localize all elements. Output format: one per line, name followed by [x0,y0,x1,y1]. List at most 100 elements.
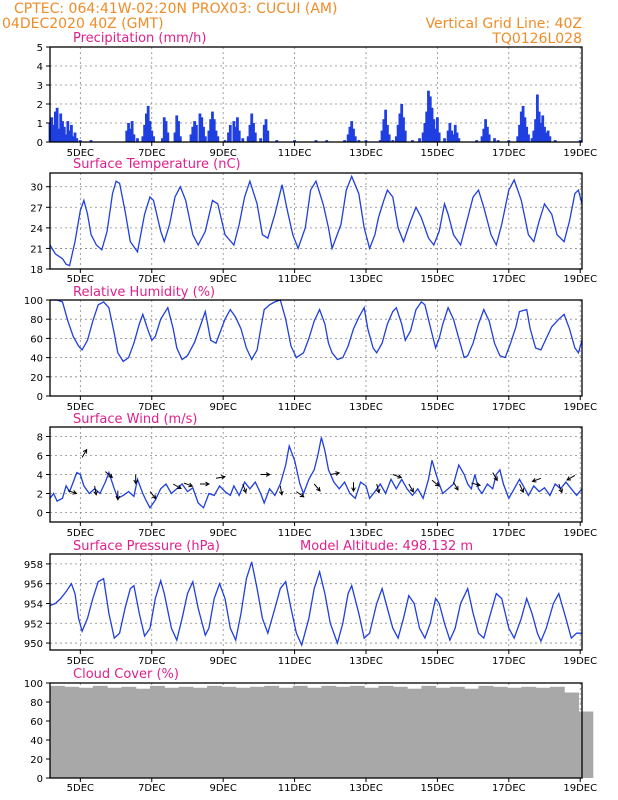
precipitation-xtick-label: 5DEC [67,148,94,159]
wind-arrow-head [115,495,121,501]
cloud-bar [50,685,65,778]
precip-bar [146,105,150,142]
wind-arrow [558,483,563,494]
precip-bar [145,113,148,142]
precip-bar [200,117,204,142]
wind-arrow-head [397,474,403,479]
cloud-bar [378,685,394,778]
precip-bar [130,121,134,142]
wind-arrow [81,448,88,458]
precip-bar [578,140,582,142]
cloud-bar [207,685,222,778]
precip-bar [259,138,263,142]
precip-bar [532,130,536,142]
precip-bar [64,134,68,142]
cloud-bar [278,687,294,778]
temperature-ytick-label: 18 [30,265,43,276]
precipitation-ytick-label: 1 [37,119,43,130]
precip-bar [448,123,452,142]
precip-bar [357,140,361,142]
wind-arrow-head [566,476,572,481]
pressure-ytick-label: 956 [24,580,43,591]
wind-arrow [133,474,139,485]
temperature-ytick-label: 24 [30,224,43,235]
precip-bar [152,136,155,142]
precip-bar [516,136,520,142]
humidity-ytick-label: 80 [30,315,43,326]
cloud-bar [292,685,308,778]
wind-arrow-head [493,476,498,482]
wind-arrow [183,482,194,488]
precip-bar [125,130,129,142]
precip-bar [50,117,54,142]
wind-arrow [492,472,498,482]
precip-bar [535,94,539,142]
pressure-ytick-label: 952 [24,619,43,630]
precip-bar [537,111,541,142]
humidity-panel: 0 20 40 60 80 100 5DEC 7DEC 9DEC 11DEC 13DEC 15DEC 1… [24,285,597,413]
precip-bar [52,124,55,142]
precip-bar [348,126,352,142]
cloud-bar [535,687,551,778]
precip-bar [352,128,355,142]
precip-bar [89,140,93,142]
wind-ytick-label: 8 [37,433,43,444]
cloud-bar [478,685,494,778]
precip-bar [446,130,450,142]
cloud-bar [264,685,280,778]
pressure-frame [49,553,583,651]
wind-arrow [431,479,440,487]
precipitation-ytick-label: 2 [37,100,43,111]
precip-bar [275,140,279,142]
precip-bar [530,138,534,142]
cloud-bar [507,687,522,778]
precip-bar [227,132,230,142]
cloud-bar [135,688,151,778]
wind-series-line [49,437,583,510]
cloud-bar [564,692,580,778]
wind-arrow-shaft [67,490,77,494]
wind-arrow-head [133,479,139,485]
temperature-panel-title: Surface Temperature (nC) [73,157,241,172]
wind-arrow-shaft [392,474,402,479]
wind-arrow [453,481,459,491]
precip-bar [450,130,454,142]
wind-arrow [392,474,403,479]
wind-arrow-head [72,490,78,495]
wind-arrow-shaft [242,483,247,493]
precip-bar [53,111,57,142]
precip-bar [66,121,70,142]
wind-arrow-head [93,490,98,496]
pressure-ytick-label: 954 [24,599,43,610]
precip-bar [223,140,227,142]
precip-bar [71,136,75,142]
precip-bar [293,140,296,142]
wind-arrow [93,485,98,496]
wind-xtick-label: 7DEC [138,528,165,539]
pressure-panel-title: Surface Pressure (hPa) [73,539,220,554]
forecast-start-time: 04DEC2020 40Z (GMT) [2,16,164,32]
precip-bar [68,130,72,142]
wind-arrow-head [476,482,482,487]
precip-bar [350,121,354,142]
cloud-xtick-label: 13DEC [349,783,383,794]
precip-bar [253,132,257,142]
wind-arrow-shaft [376,483,380,493]
precip-bar [353,136,357,142]
humidity-ytick-label: 40 [30,354,43,365]
precip-bar [228,124,232,142]
pressure-xtick-label: 17DEC [492,656,526,667]
wind-arrow [260,472,271,477]
precip-bar [314,140,318,142]
precipitation-xtick-label: 11DEC [278,148,312,159]
cloud-bar [164,687,180,778]
temperature-ytick-label: 21 [30,244,43,255]
humidity-xtick-label: 19DEC [563,402,597,413]
temperature-xtick-label: 7DEC [138,274,165,285]
wind-ytick-label: 0 [37,509,43,520]
precip-bar [214,130,218,142]
precip-bar [212,119,216,142]
cloud-bar [407,688,422,778]
precip-bar [435,117,439,142]
precipitation-xtick-label: 7DEC [138,148,165,159]
